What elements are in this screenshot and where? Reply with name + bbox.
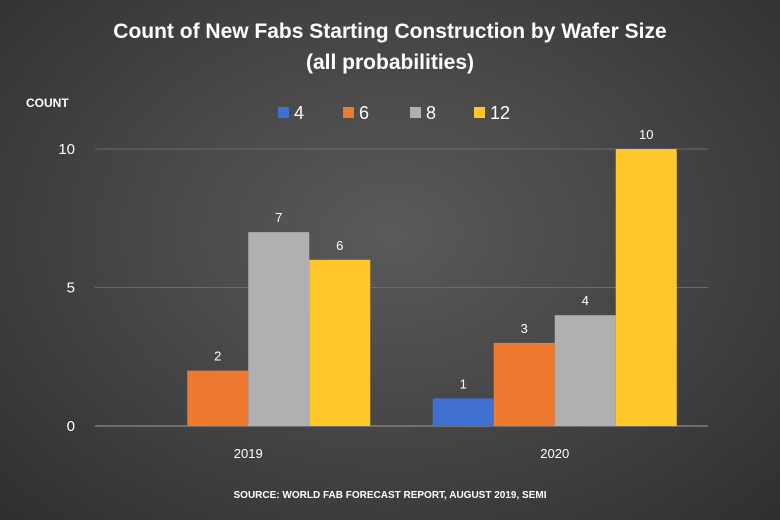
y-tick-10: 10	[58, 141, 75, 158]
legend-label-6: 6	[359, 103, 369, 123]
bar-2019-size-8	[248, 232, 310, 426]
legend-label-8: 8	[426, 103, 436, 123]
legend-swatch-4	[278, 107, 289, 118]
legend-swatch-6	[343, 107, 354, 118]
data-labels: 2 7 6 1 3 4 10	[214, 127, 653, 391]
y-axis-label: COUNT	[26, 96, 69, 110]
source-note: SOURCE: WORLD FAB FORECAST REPORT, AUGUS…	[234, 490, 547, 501]
legend-label-4: 4	[294, 103, 304, 123]
bars	[187, 149, 677, 426]
data-label-2019-size-6: 2	[214, 349, 221, 364]
legend-swatch-8	[410, 107, 421, 118]
y-tick-0: 0	[67, 418, 75, 435]
bar-2020-size-6	[493, 342, 555, 426]
data-label-2019-size-12: 6	[336, 238, 343, 253]
x-axis-ticks: 2019 2020	[234, 446, 569, 461]
y-tick-5: 5	[67, 280, 75, 297]
data-label-2020-size-8: 4	[582, 293, 589, 308]
bar-2020-size-12	[615, 149, 677, 426]
bar-2020-size-4	[432, 398, 494, 426]
legend-label-12: 12	[490, 103, 510, 123]
bar-2020-size-8	[554, 315, 616, 426]
x-tick-2020: 2020	[540, 446, 569, 461]
bar-2019-size-12	[309, 259, 371, 426]
data-label-2019-size-8: 7	[275, 210, 282, 225]
legend: 4 6 8 12	[278, 103, 510, 123]
data-label-2020-size-12: 10	[639, 127, 653, 142]
bar-2019-size-6	[187, 370, 249, 426]
data-label-2020-size-6: 3	[521, 321, 528, 336]
x-tick-2019: 2019	[234, 446, 263, 461]
y-axis-ticks: 0 5 10	[58, 141, 75, 435]
data-label-2020-size-4: 1	[460, 376, 467, 391]
legend-swatch-12	[474, 107, 485, 118]
chart-title: Count of New Fabs Starting Construction …	[113, 20, 666, 43]
chart-subtitle: (all probabilities)	[306, 51, 474, 74]
